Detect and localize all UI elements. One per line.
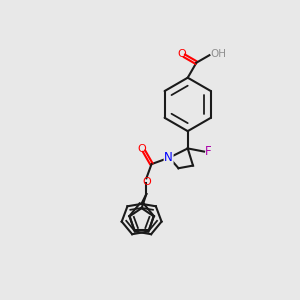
- Text: F: F: [205, 145, 212, 158]
- Text: O: O: [138, 144, 146, 154]
- Text: OH: OH: [211, 49, 227, 59]
- Text: N: N: [164, 151, 173, 164]
- Text: O: O: [177, 49, 186, 59]
- Text: O: O: [142, 177, 151, 187]
